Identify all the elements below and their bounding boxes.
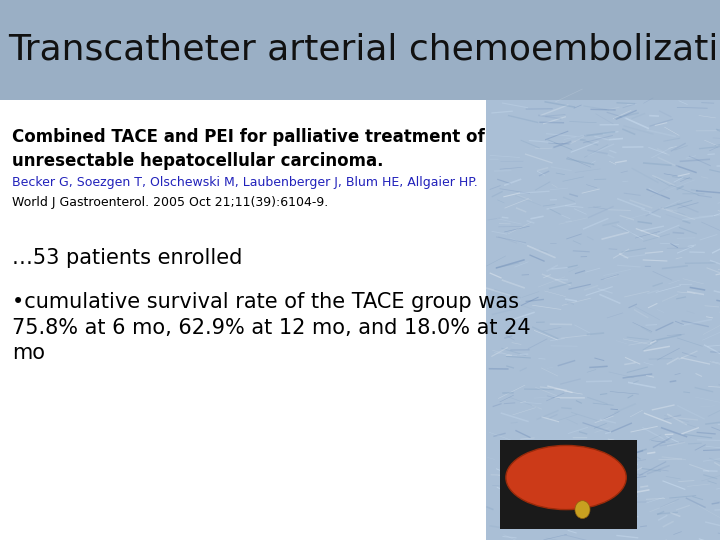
Ellipse shape [575,501,590,518]
Bar [0,0,720,100]
Text: World J Gastroenterol. 2005 Oct 21;11(39):6104-9.: World J Gastroenterol. 2005 Oct 21;11(39… [12,196,328,209]
Text: Becker G, Soezgen T, Olschewski M, Laubenberger J, Blum HE, Allgaier HP.: Becker G, Soezgen T, Olschewski M, Laube… [12,176,478,189]
Text: Transcatheter arterial chemoembolization: Transcatheter arterial chemoembolization [8,33,720,67]
Text: unresectable hepatocellular carcinoma.: unresectable hepatocellular carcinoma. [12,152,384,170]
Bar [500,440,637,529]
Text: …53 patients enrolled: …53 patients enrolled [12,248,243,268]
Bar [486,100,720,540]
Text: Combined TACE and PEI for palliative treatment of: Combined TACE and PEI for palliative tre… [12,128,485,146]
Ellipse shape [506,446,626,510]
Text: •cumulative survival rate of the TACE group was
75.8% at 6 mo, 62.9% at 12 mo, a: •cumulative survival rate of the TACE gr… [12,292,531,363]
